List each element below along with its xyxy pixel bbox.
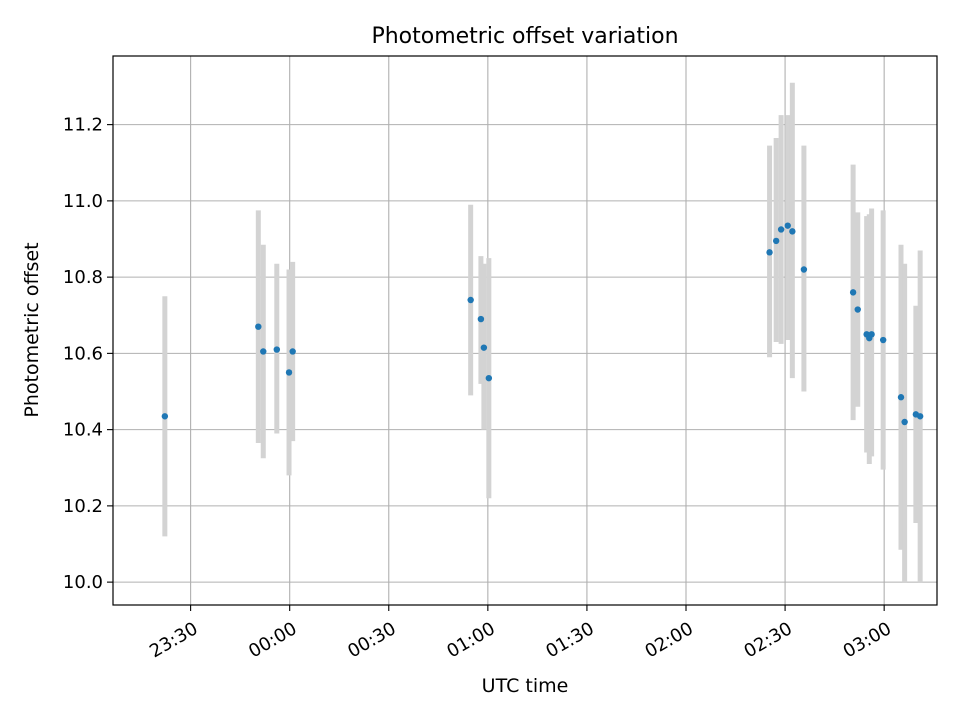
- data-point: [849, 289, 857, 296]
- chart-title: Photometric offset variation: [371, 24, 678, 49]
- data-point: [289, 348, 296, 355]
- data-point: [285, 369, 293, 376]
- y-axis-ticks: 10.0 10.2 10.4 10.6 10.8 11.0 11.2: [63, 115, 113, 593]
- y-tick-label: 11.0: [63, 191, 103, 212]
- y-tick-label: 10.6: [63, 343, 103, 364]
- data-point: [273, 346, 281, 353]
- data-point: [467, 296, 474, 304]
- x-axis-title: UTC time: [482, 675, 569, 697]
- data-point: [789, 228, 796, 235]
- y-tick-label: 11.2: [63, 115, 103, 136]
- plot-frame: [112, 55, 938, 606]
- data-point: [477, 315, 485, 323]
- data-point: [868, 331, 875, 338]
- y-axis-title: Photometric offset: [21, 242, 43, 417]
- grid: [113, 56, 937, 605]
- data-point: [897, 394, 905, 401]
- data-point: [255, 323, 262, 330]
- data-point: [916, 413, 924, 420]
- data-point: [485, 374, 493, 382]
- data-point: [777, 226, 785, 233]
- data-point: [879, 336, 887, 344]
- y-tick-label: 10.2: [63, 496, 103, 517]
- data-point: [260, 348, 267, 355]
- data-point: [784, 222, 791, 229]
- data-point: [480, 344, 488, 351]
- data-point: [854, 306, 861, 313]
- data-point: [161, 413, 169, 420]
- data-points: [161, 222, 924, 426]
- data-point: [766, 249, 773, 256]
- y-tick-label: 10.4: [63, 420, 103, 441]
- y-tick-label: 10.8: [63, 267, 103, 288]
- data-point: [772, 237, 780, 245]
- data-point: [901, 418, 908, 426]
- data-point: [800, 266, 808, 273]
- y-tick-label: 10.0: [63, 572, 103, 593]
